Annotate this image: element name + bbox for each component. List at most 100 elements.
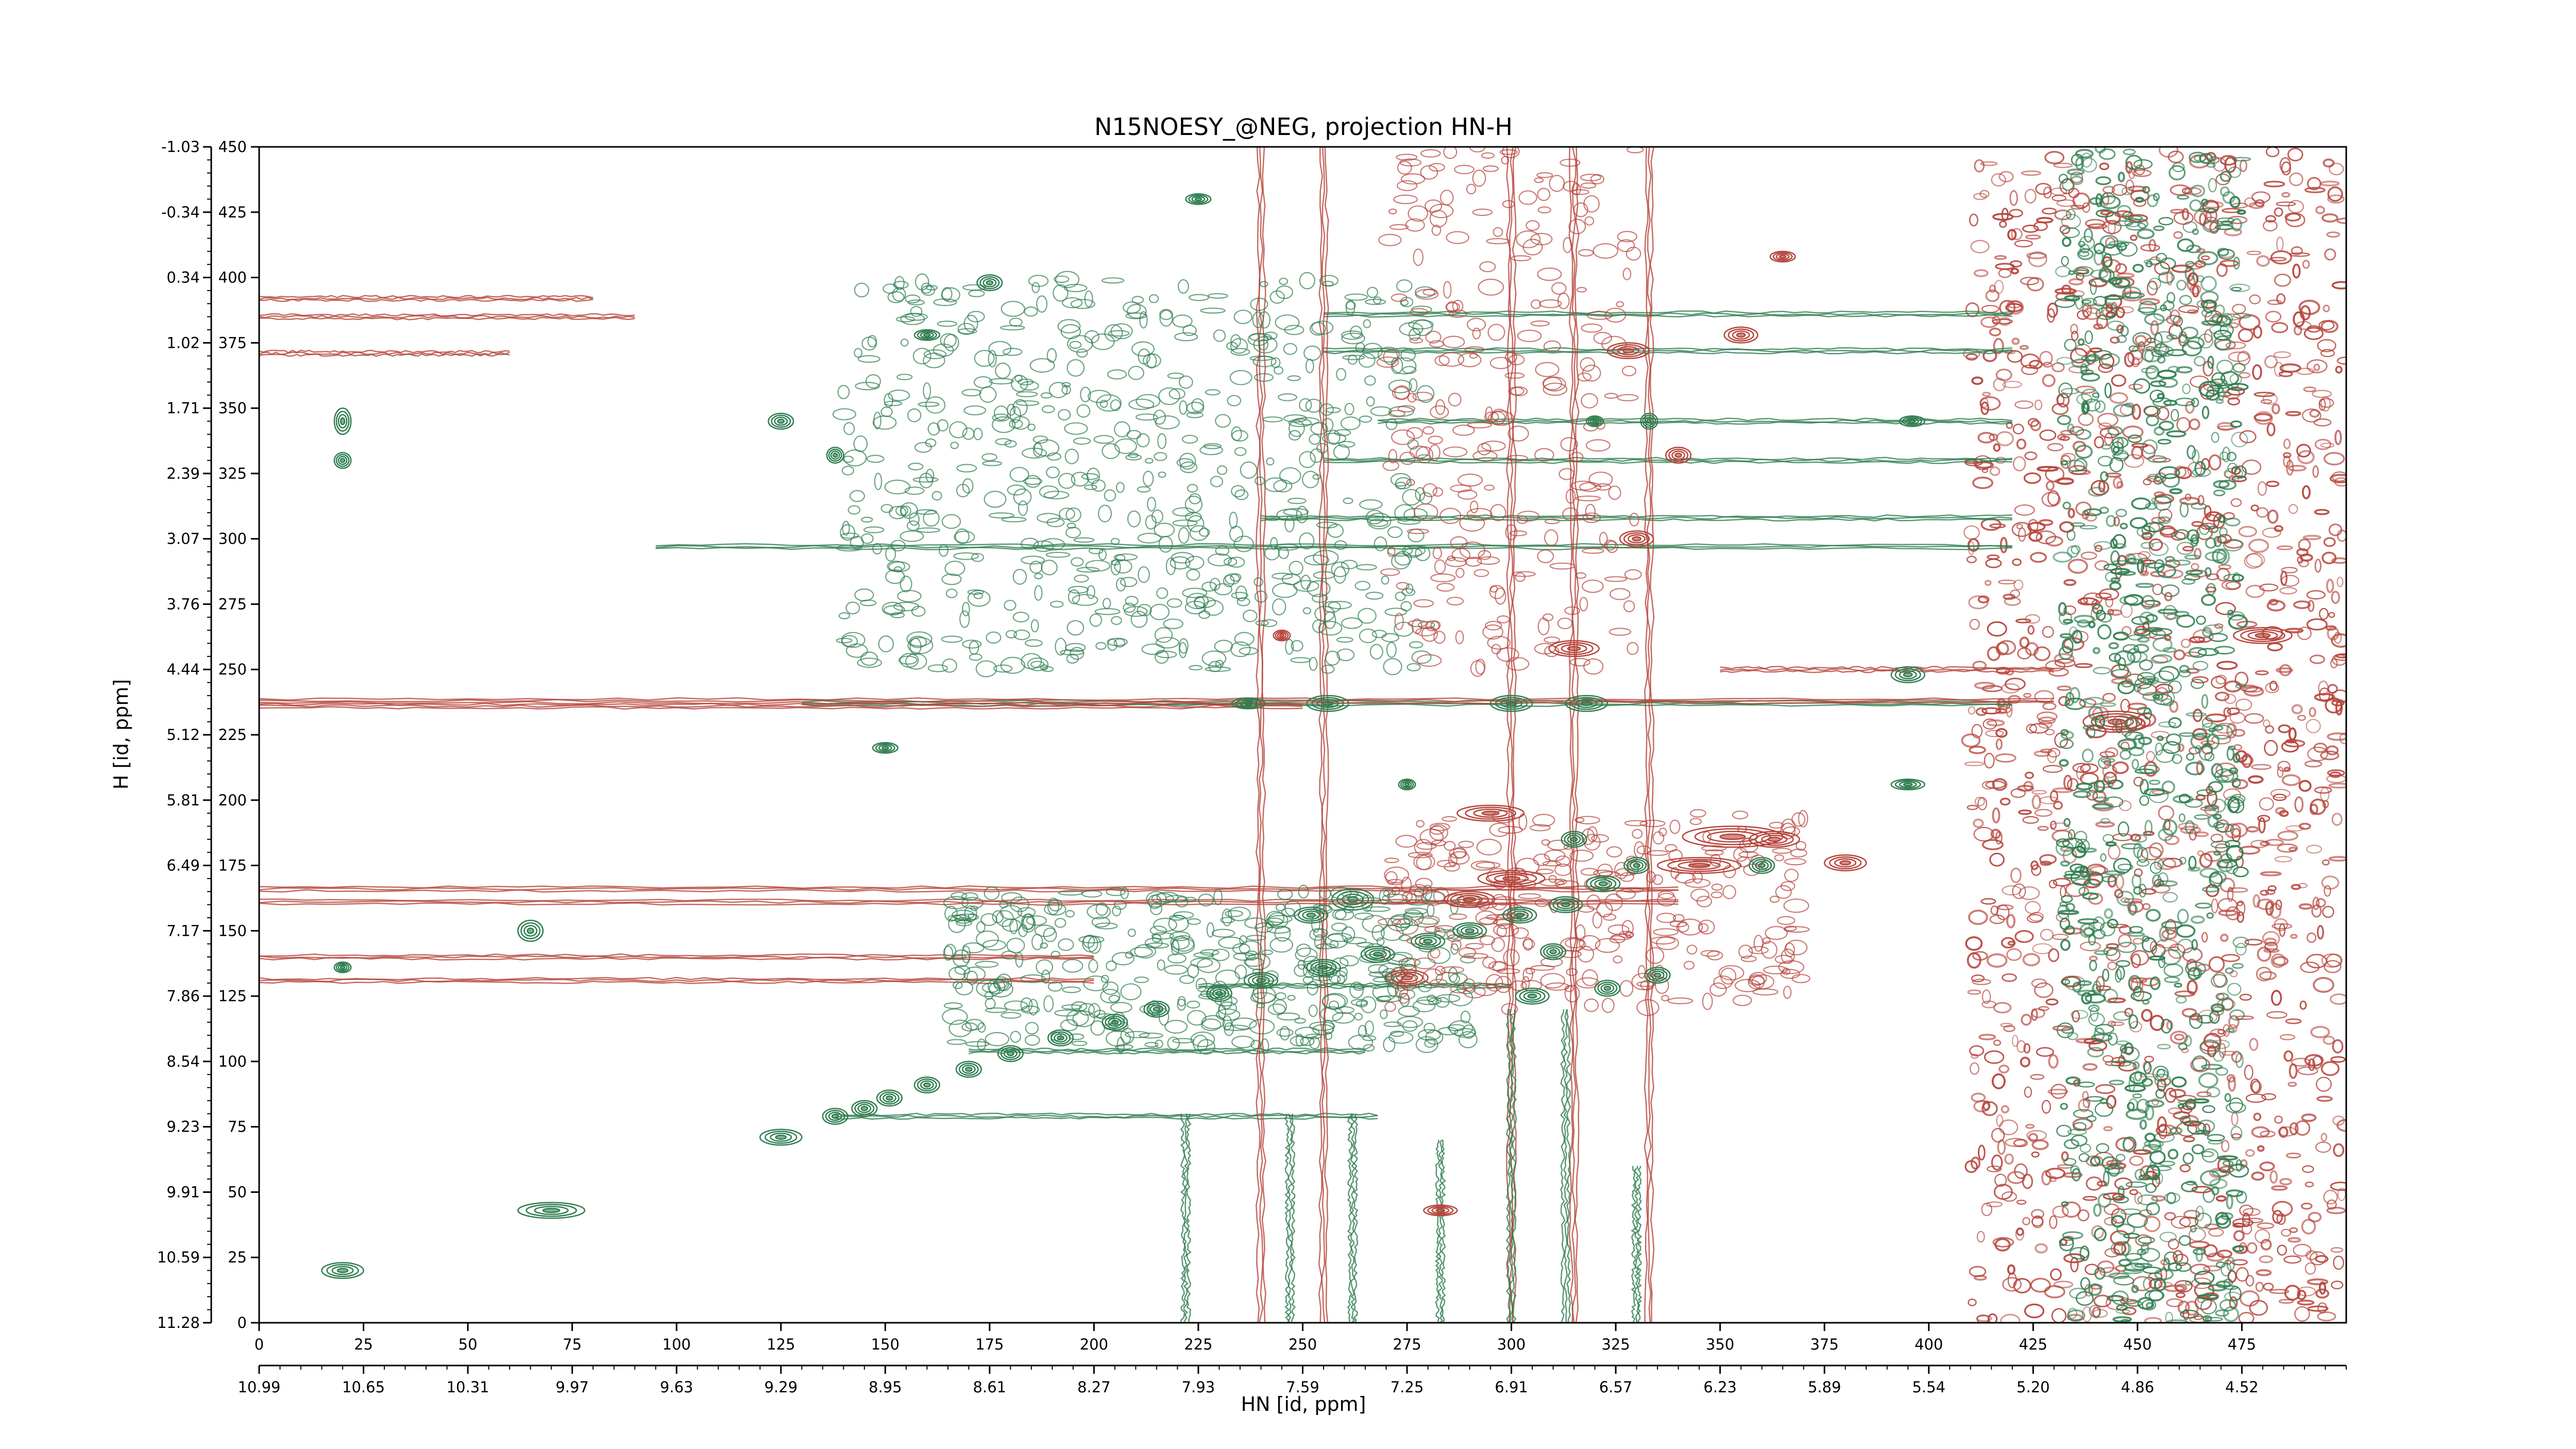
noise-contour (1986, 719, 2005, 727)
noise-contour (1980, 401, 1989, 415)
noise-contour (2124, 553, 2136, 564)
cluster-contour (1544, 636, 1561, 644)
noise-contour (2222, 1160, 2234, 1167)
noise-contour (2075, 838, 2090, 853)
cluster-contour (1169, 915, 1185, 921)
cluster-contour (943, 946, 954, 961)
noise-contour (2196, 1015, 2213, 1024)
cluster-contour (1076, 348, 1088, 358)
noise-contour (2056, 357, 2073, 365)
cluster-contour (946, 1039, 967, 1045)
noise-contour (2093, 980, 2102, 996)
y-ppm-tick-label: 5.81 (166, 791, 200, 809)
noise-contour (2014, 504, 2035, 516)
cluster-contour (1147, 497, 1156, 512)
cluster-contour (1273, 366, 1284, 375)
cluster-contour (1205, 389, 1221, 396)
cluster-contour (1427, 995, 1436, 1002)
noise-contour (2288, 847, 2297, 852)
noise-contour (1981, 707, 2002, 715)
cluster-contour (1012, 568, 1027, 585)
noise-contour (1987, 1313, 1998, 1323)
cluster-contour (1084, 290, 1093, 308)
cluster-contour (1486, 238, 1510, 245)
cluster-contour (1027, 657, 1049, 671)
noise-contour (2252, 364, 2262, 380)
noise-contour (2007, 350, 2023, 363)
noise-contour (2302, 408, 2321, 423)
cluster-contour (1312, 1024, 1334, 1035)
noise-contour (2174, 529, 2190, 540)
cluster-contour (1036, 959, 1054, 975)
noise-contour (2318, 320, 2335, 331)
noise-contour (1982, 718, 1997, 730)
cluster-contour (1434, 355, 1450, 366)
cluster-contour (1134, 944, 1156, 959)
noise-contour (2313, 363, 2320, 372)
peak-contour (1347, 896, 1359, 903)
noise-contour (2002, 973, 2017, 982)
y-index-tick-label: 300 (218, 530, 247, 548)
noise-contour (1979, 190, 1990, 198)
cluster-contour (1141, 643, 1165, 655)
cluster-contour (981, 453, 997, 462)
noise-contour (2147, 455, 2167, 463)
noise-contour (2109, 581, 2122, 591)
cluster-contour (1158, 387, 1180, 406)
x-index-tick-label: 0 (255, 1336, 264, 1353)
noise-contour (2265, 310, 2282, 323)
cluster-contour (1325, 933, 1348, 949)
noise-contour (2239, 1204, 2253, 1217)
noise-contour (2066, 209, 2076, 220)
cluster-contour (883, 605, 905, 615)
cluster-contour (1472, 327, 1481, 340)
noise-contour (2121, 1046, 2140, 1062)
noise-contour (2283, 452, 2292, 459)
noise-contour (2227, 397, 2240, 406)
noise-contour (2116, 570, 2136, 576)
cluster-contour (1481, 441, 1506, 452)
cluster-contour (1190, 957, 1213, 968)
y-index-tick-label: 100 (218, 1053, 247, 1070)
cluster-contour (1608, 628, 1632, 636)
noise-contour (2182, 1152, 2194, 1165)
noise-contour (2075, 1291, 2094, 1306)
cluster-contour (1429, 163, 1445, 172)
noise-contour (2069, 687, 2080, 703)
cluster-contour (1403, 547, 1422, 558)
cluster-contour (1584, 216, 1595, 226)
noise-contour (2030, 552, 2047, 563)
noise-contour (2139, 1119, 2147, 1130)
cluster-contour (1143, 353, 1161, 368)
cluster-contour (939, 544, 948, 557)
noise-contour (2192, 228, 2199, 235)
noise-contour (2213, 1051, 2225, 1062)
y-ppm-tick-label: 9.23 (166, 1118, 200, 1136)
noise-contour (2162, 819, 2178, 836)
cluster-contour (1341, 332, 1365, 345)
cluster-contour (1302, 607, 1312, 615)
cluster-contour (1120, 577, 1138, 587)
cluster-contour (1507, 426, 1529, 442)
cluster-contour (1391, 429, 1415, 445)
noise-contour (2272, 923, 2293, 930)
noise-contour (1999, 536, 2008, 553)
cluster-contour (1506, 657, 1530, 671)
cluster-contour (1144, 937, 1163, 948)
noise-contour (2078, 847, 2097, 853)
cluster-contour (975, 660, 997, 678)
noise-contour (2222, 446, 2231, 463)
cluster-contour (1569, 658, 1591, 667)
noise-contour (2205, 1317, 2223, 1322)
cluster-contour (1172, 314, 1193, 328)
cluster-contour (1115, 1044, 1133, 1050)
noise-contour (2061, 214, 2081, 229)
noise-contour (2088, 1013, 2105, 1026)
peak-contour (1767, 836, 1782, 842)
noise-contour (2029, 360, 2043, 369)
cluster-contour (1028, 275, 1049, 288)
cluster-contour (1325, 650, 1341, 666)
noise-contour (2191, 676, 2209, 684)
noise-contour (2159, 420, 2174, 431)
cluster-contour (1324, 1031, 1333, 1040)
